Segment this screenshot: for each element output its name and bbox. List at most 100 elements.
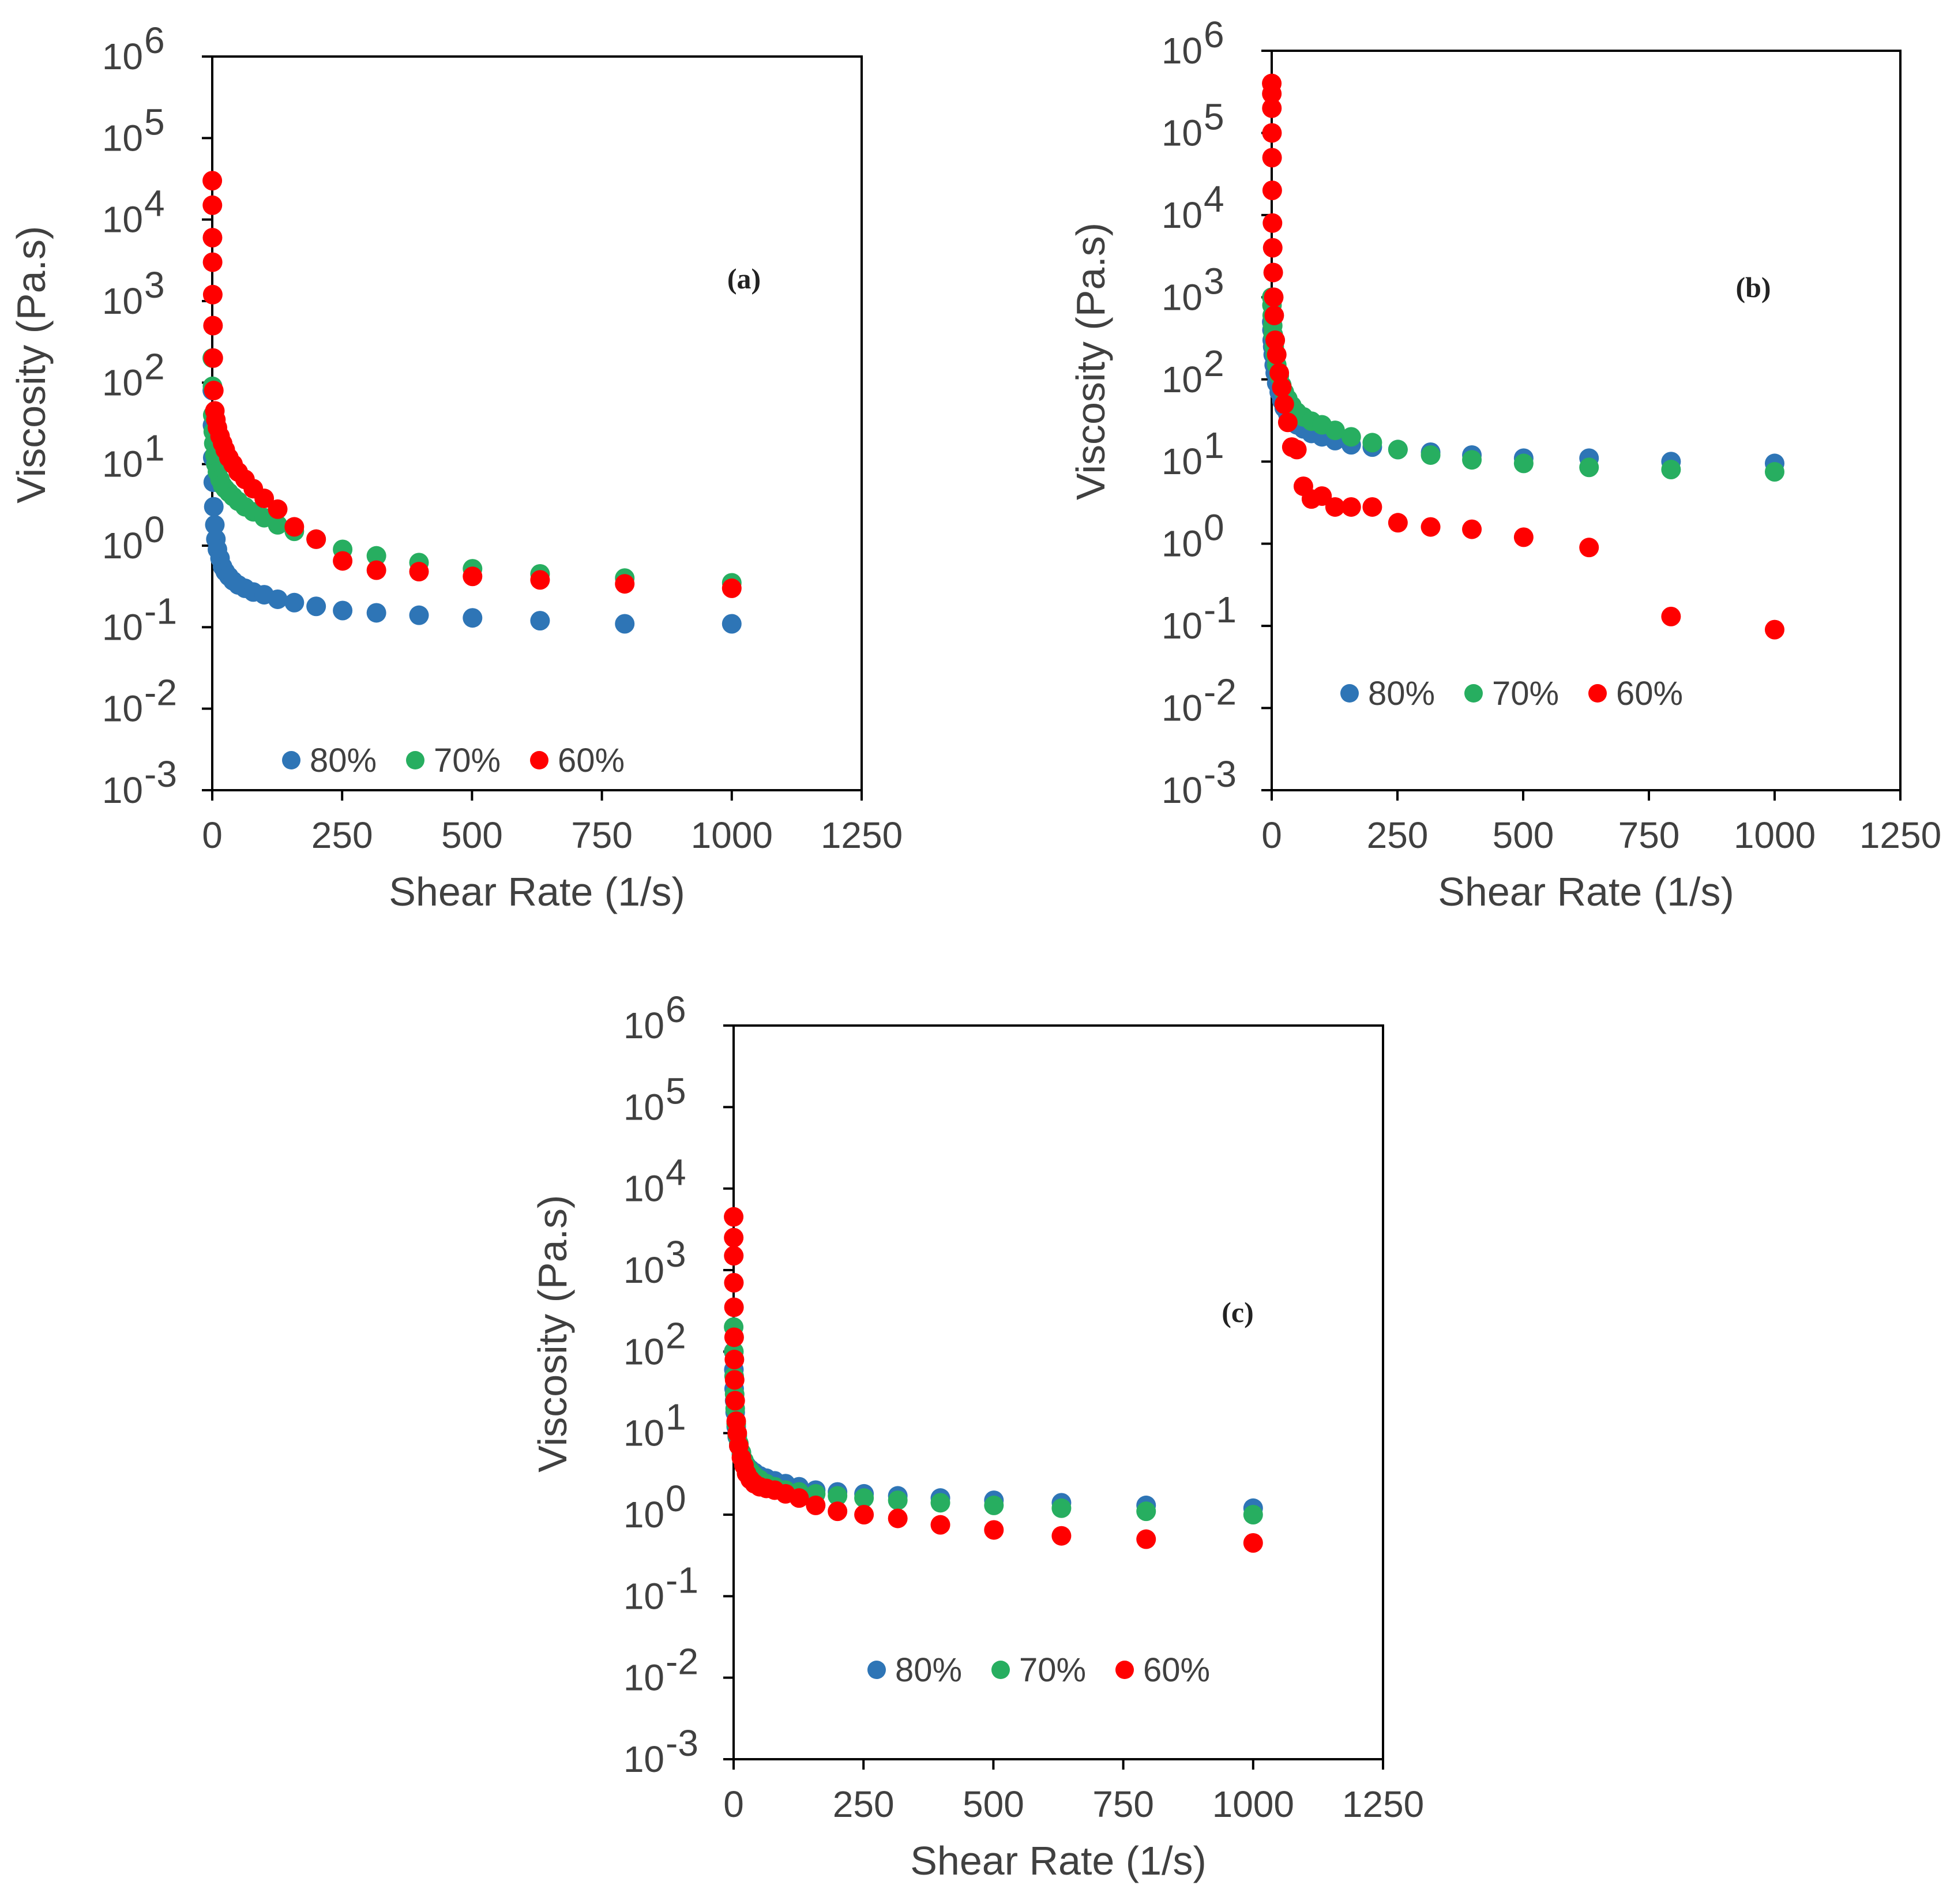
data-point — [615, 614, 635, 634]
data-point — [854, 1505, 874, 1524]
legend-label: 80% — [895, 1651, 962, 1689]
chart-panel-0: 10 -310 -210 -110 010 110 210 310 410 510 60 250 500… — [9, 20, 903, 914]
series-70pct — [202, 348, 742, 593]
y-tick-label: 10 — [102, 525, 143, 566]
y-tick-exponent: 6 — [144, 20, 165, 61]
x-tick-label: 750 — [571, 814, 633, 856]
y-tick-label: 10 — [1162, 523, 1203, 565]
y-tick-label: 10 — [102, 769, 143, 811]
x-tick-label: 1250 — [1342, 1783, 1424, 1825]
data-point — [1341, 497, 1361, 517]
data-point — [1269, 363, 1290, 383]
data-point — [1661, 606, 1681, 626]
x-tick-label: 1250 — [821, 814, 903, 856]
data-point — [333, 551, 353, 571]
y-tick-exponent: 1 — [666, 1396, 686, 1438]
y-tick-exponent: -2 — [144, 672, 177, 713]
data-point — [463, 566, 483, 587]
y-tick-label: 10 — [623, 1005, 664, 1046]
y-tick-label: 10 — [102, 199, 143, 241]
data-point — [409, 562, 429, 582]
y-tick-label: 10 — [102, 688, 143, 730]
y-tick-label: 10 — [1162, 441, 1203, 482]
y-tick-exponent: -3 — [144, 753, 177, 795]
data-point — [789, 1488, 809, 1508]
y-tick-exponent: -2 — [666, 1641, 698, 1683]
x-tick-label: 0 — [723, 1783, 744, 1825]
legend-label: 70% — [434, 742, 501, 779]
data-point — [1136, 1501, 1156, 1522]
legend-marker — [406, 751, 424, 769]
data-point — [202, 195, 223, 215]
data-point — [203, 316, 223, 336]
data-point — [984, 1520, 1004, 1540]
y-tick-label: 10 — [623, 1575, 664, 1617]
data-point — [1388, 440, 1408, 460]
x-tick-label: 1000 — [691, 814, 773, 856]
y-tick-label: 10 — [102, 606, 143, 648]
data-point — [1274, 394, 1294, 414]
data-point — [254, 489, 275, 509]
y-tick-exponent: 2 — [666, 1315, 686, 1356]
data-point — [333, 600, 353, 621]
legend-label: 80% — [1368, 675, 1435, 712]
legend-label: 60% — [1616, 675, 1683, 712]
data-point — [1051, 1526, 1072, 1546]
data-point — [1325, 420, 1345, 441]
y-axis-title: Viscosity (Pa.s) — [9, 226, 54, 504]
y-tick-label: 10 — [1162, 276, 1203, 318]
y-tick-exponent: -1 — [1204, 589, 1237, 630]
data-point — [530, 611, 550, 631]
y-tick-exponent: -1 — [144, 590, 177, 632]
legend-marker — [530, 751, 548, 769]
y-tick-exponent: 3 — [1204, 260, 1224, 302]
data-point — [1287, 440, 1307, 460]
y-tick-exponent: 4 — [144, 183, 165, 224]
data-point — [1325, 497, 1345, 517]
y-tick-label: 10 — [1162, 194, 1203, 236]
x-tick-label: 750 — [1092, 1783, 1154, 1825]
data-point — [1265, 330, 1286, 350]
data-point — [202, 228, 223, 248]
data-point — [1579, 538, 1599, 558]
data-point — [1312, 486, 1332, 506]
y-axis-title: Viscosity (Pa.s) — [530, 1195, 575, 1473]
data-point — [366, 546, 386, 566]
data-point — [1263, 262, 1283, 283]
y-tick-exponent: -2 — [1204, 671, 1237, 713]
data-point — [828, 1486, 848, 1506]
data-point — [1388, 513, 1408, 533]
plot-frame — [1271, 50, 1902, 791]
data-point — [1462, 519, 1482, 539]
data-point — [724, 1350, 745, 1370]
y-tick-exponent: 3 — [144, 264, 165, 306]
y-tick-exponent: 1 — [1204, 425, 1224, 466]
y-tick-label: 10 — [102, 444, 143, 485]
data-point — [888, 1508, 908, 1529]
data-point — [366, 560, 386, 580]
data-point — [888, 1490, 908, 1511]
data-point — [202, 252, 223, 272]
data-point — [1277, 412, 1298, 433]
legend-marker — [991, 1661, 1010, 1679]
y-tick-exponent: 1 — [144, 427, 165, 469]
data-point — [724, 1327, 744, 1347]
data-point — [1765, 619, 1784, 640]
x-axis-title: Shear Rate (1/s) — [1438, 869, 1734, 914]
data-point — [268, 499, 288, 519]
data-point — [366, 603, 386, 623]
series-60pct — [724, 1207, 1263, 1553]
y-tick-label: 10 — [1162, 688, 1203, 729]
data-point — [724, 1227, 744, 1248]
data-point — [1243, 1533, 1263, 1553]
y-tick-exponent: 2 — [1204, 343, 1224, 384]
legend-label: 60% — [1143, 1651, 1210, 1689]
data-point — [828, 1501, 848, 1522]
y-tick-label: 10 — [102, 362, 143, 403]
data-point — [1341, 427, 1361, 447]
data-point — [306, 529, 326, 549]
legend-marker — [1588, 684, 1607, 703]
data-point — [1462, 450, 1482, 470]
y-tick-label: 10 — [623, 1249, 664, 1291]
data-point — [1262, 84, 1282, 104]
